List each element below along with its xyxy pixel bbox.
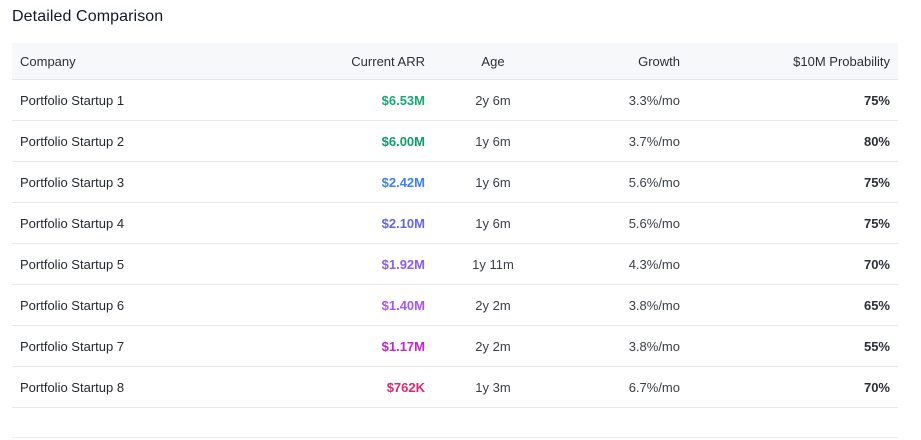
company-name: Portfolio Startup 6 (12, 284, 255, 326)
company-name: Portfolio Startup 8 (12, 366, 255, 408)
table-row: Portfolio Startup 5 $1.92M 1y 11m 4.3%/m… (12, 243, 898, 285)
age-value: 1y 6m (433, 202, 553, 244)
table-row: Portfolio Startup 3 $2.42M 1y 6m 5.6%/mo… (12, 161, 898, 203)
probability-value: 70% (688, 366, 898, 408)
table-row: Portfolio Startup 2 $6.00M 1y 6m 3.7%/mo… (12, 120, 898, 162)
table-row: Portfolio Startup 4 $2.10M 1y 6m 5.6%/mo… (12, 202, 898, 244)
divider (12, 437, 898, 438)
company-name: Portfolio Startup 3 (12, 161, 255, 203)
current-arr-value: $1.17M (255, 325, 433, 367)
age-value: 2y 2m (433, 284, 553, 326)
probability-value: 65% (688, 284, 898, 326)
probability-value: 75% (688, 161, 898, 203)
company-name: Portfolio Startup 7 (12, 325, 255, 367)
probability-value: 55% (688, 325, 898, 367)
growth-value: 3.3%/mo (553, 79, 688, 121)
current-arr-value: $2.10M (255, 202, 433, 244)
company-name: Portfolio Startup 5 (12, 243, 255, 285)
probability-value: 75% (688, 79, 898, 121)
company-name: Portfolio Startup 1 (12, 79, 255, 121)
probability-value: 75% (688, 202, 898, 244)
growth-value: 3.8%/mo (553, 325, 688, 367)
company-name: Portfolio Startup 4 (12, 202, 255, 244)
column-header-company[interactable]: Company (12, 43, 255, 80)
column-header-current-arr[interactable]: Current ARR (255, 43, 433, 80)
section-title: Detailed Comparison (12, 8, 164, 25)
current-arr-value: $6.53M (255, 79, 433, 121)
comparison-table: Company Current ARR Age Growth $10M Prob… (12, 43, 898, 408)
growth-value: 3.7%/mo (553, 120, 688, 162)
growth-value: 4.3%/mo (553, 243, 688, 285)
company-name: Portfolio Startup 2 (12, 120, 255, 162)
column-header-age[interactable]: Age (433, 43, 553, 80)
column-header-growth[interactable]: Growth (553, 43, 688, 80)
age-value: 1y 11m (433, 243, 553, 285)
table-row: Portfolio Startup 8 $762K 1y 3m 6.7%/mo … (12, 366, 898, 408)
probability-value: 70% (688, 243, 898, 285)
growth-value: 6.7%/mo (553, 366, 688, 408)
table-row: Portfolio Startup 6 $1.40M 2y 2m 3.8%/mo… (12, 284, 898, 326)
age-value: 1y 6m (433, 120, 553, 162)
growth-value: 5.6%/mo (553, 161, 688, 203)
current-arr-value: $762K (255, 366, 433, 408)
age-value: 1y 6m (433, 161, 553, 203)
table-header-row: Company Current ARR Age Growth $10M Prob… (12, 43, 898, 80)
growth-value: 5.6%/mo (553, 202, 688, 244)
current-arr-value: $1.92M (255, 243, 433, 285)
age-value: 1y 3m (433, 366, 553, 408)
table-row: Portfolio Startup 7 $1.17M 2y 2m 3.8%/mo… (12, 325, 898, 367)
probability-value: 80% (688, 120, 898, 162)
age-value: 2y 6m (433, 79, 553, 121)
age-value: 2y 2m (433, 325, 553, 367)
current-arr-value: $6.00M (255, 120, 433, 162)
current-arr-value: $1.40M (255, 284, 433, 326)
table-row: Portfolio Startup 1 $6.53M 2y 6m 3.3%/mo… (12, 79, 898, 121)
column-header-probability[interactable]: $10M Probability (688, 43, 898, 80)
growth-value: 3.8%/mo (553, 284, 688, 326)
current-arr-value: $2.42M (255, 161, 433, 203)
